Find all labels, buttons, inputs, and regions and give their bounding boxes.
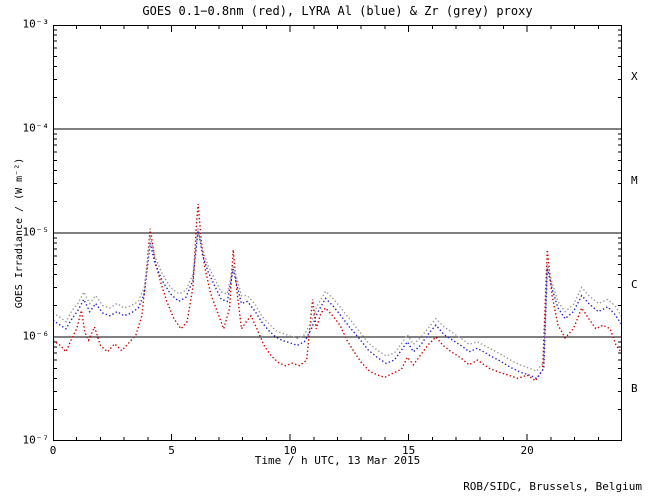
footer-credit: ROB/SIDC, Brussels, Belgium <box>463 480 642 493</box>
x-tick-label: 15 <box>402 444 416 457</box>
y-tick-label: 10⁻³ <box>22 17 50 31</box>
y-tick-label: 10⁻⁵ <box>22 225 50 239</box>
y-tick-label: 10⁻⁴ <box>22 121 50 135</box>
series-goes-red <box>52 203 623 382</box>
series-lyra-zr-grey <box>52 230 623 372</box>
flare-class-label-c: C <box>631 278 638 291</box>
x-tick-label: 0 <box>49 444 57 457</box>
plot-svg <box>52 24 623 442</box>
plot-frame <box>53 25 622 441</box>
plot-area <box>52 24 623 442</box>
x-tick-label: 5 <box>168 444 175 457</box>
x-tick-label: 10 <box>283 444 297 457</box>
y-tick-label: 10⁻⁷ <box>22 433 50 447</box>
x-axis-title: Time / h UTC, 13 Mar 2015 <box>254 454 421 467</box>
series-lyra-al-blue <box>52 228 623 380</box>
flare-class-label-x: X <box>631 70 638 83</box>
x-tick-label: 20 <box>520 444 534 457</box>
y-tick-label: 10⁻⁶ <box>22 329 50 343</box>
chart-title: GOES 0.1−0.8nm (red), LYRA Al (blue) & Z… <box>142 4 533 18</box>
flare-class-label-b: B <box>631 382 638 395</box>
flare-class-label-m: M <box>631 174 638 187</box>
